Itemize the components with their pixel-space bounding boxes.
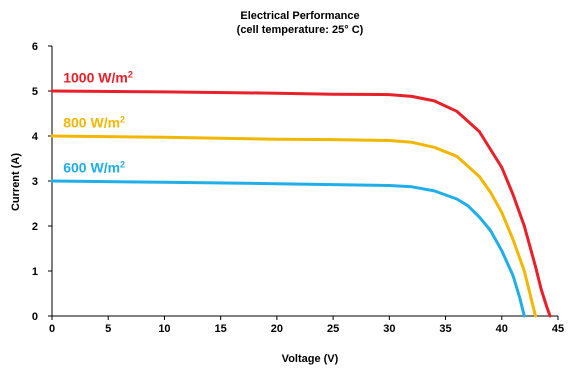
- x-tick-label: 15: [215, 323, 227, 335]
- series-line-0: [50, 89, 552, 318]
- series-label-superscript: 2: [128, 70, 133, 80]
- series-label-superscript: 2: [120, 160, 125, 170]
- x-tick-label: 45: [552, 323, 564, 335]
- x-tick-label: 25: [327, 323, 339, 335]
- x-tick-label: 10: [158, 323, 170, 335]
- y-tick-label: 5: [32, 86, 38, 98]
- x-tick-label: 30: [383, 323, 395, 335]
- y-tick-label: 2: [32, 221, 38, 233]
- series-label-text: 1000 W/m: [63, 70, 128, 86]
- series-label-1: 800 W/m2: [63, 115, 125, 131]
- x-axis-label: Voltage (V): [282, 353, 339, 365]
- y-tick-label: 4: [32, 131, 39, 143]
- series-label-text: 600 W/m: [63, 160, 120, 176]
- x-tick-label: 20: [271, 323, 283, 335]
- x-tick-label: 35: [439, 323, 451, 335]
- x-tick-label: 0: [49, 323, 55, 335]
- y-axis-label: Current (A): [10, 153, 22, 211]
- x-tick-label: 5: [105, 323, 111, 335]
- chart-title: Electrical Performance: [240, 10, 359, 22]
- series-line-1: [50, 134, 537, 318]
- series-label-0: 1000 W/m2: [63, 70, 133, 86]
- chart-subtitle: (cell temperature: 25° C): [237, 24, 364, 36]
- y-tick-label: 3: [32, 176, 38, 188]
- series-label-text: 800 W/m: [63, 115, 120, 131]
- series-label-superscript: 2: [120, 115, 125, 125]
- series-line-2: [50, 179, 526, 318]
- series-label-2: 600 W/m2: [63, 160, 125, 176]
- y-tick-label: 0: [32, 311, 38, 323]
- y-tick-label: 6: [32, 41, 38, 53]
- x-tick-label: 40: [496, 323, 508, 335]
- y-tick-label: 1: [32, 266, 38, 278]
